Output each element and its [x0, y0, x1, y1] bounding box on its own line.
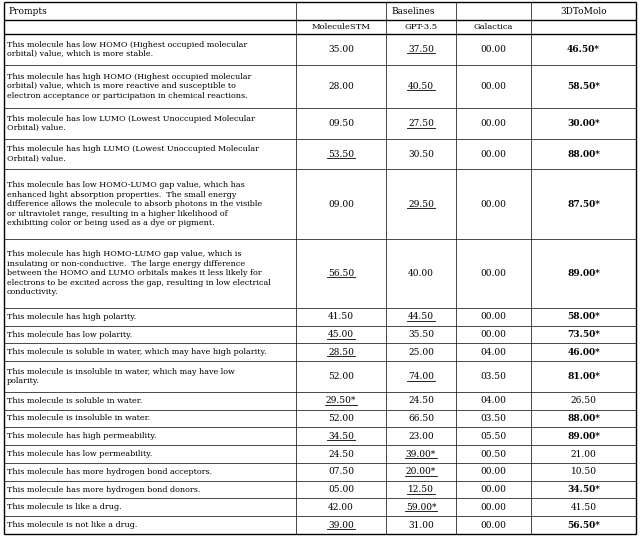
- Text: 52.00: 52.00: [328, 372, 354, 381]
- Text: 00.50: 00.50: [481, 450, 506, 458]
- Text: 04.00: 04.00: [481, 396, 506, 405]
- Text: 46.50*: 46.50*: [567, 45, 600, 54]
- Text: This molecule is insoluble in water, which may have low
polarity.: This molecule is insoluble in water, whi…: [7, 368, 235, 385]
- Text: 59.00*: 59.00*: [406, 503, 436, 512]
- Text: 3DToMolo: 3DToMolo: [560, 6, 607, 16]
- Text: This molecule has low HOMO (Highest occupied molecular
orbital) value, which is : This molecule has low HOMO (Highest occu…: [7, 41, 247, 58]
- Text: 03.50: 03.50: [481, 372, 506, 381]
- Text: 00.00: 00.00: [481, 269, 506, 278]
- Text: 00.00: 00.00: [481, 485, 506, 494]
- Text: 10.50: 10.50: [570, 467, 596, 477]
- Text: 09.50: 09.50: [328, 119, 354, 128]
- Text: 30.00*: 30.00*: [567, 119, 600, 128]
- Text: 89.00*: 89.00*: [567, 269, 600, 278]
- Text: 42.00: 42.00: [328, 503, 354, 512]
- Text: This molecule has low HOMO-LUMO gap value, which has
enhanced light absorption p: This molecule has low HOMO-LUMO gap valu…: [7, 181, 262, 227]
- Text: 00.00: 00.00: [481, 119, 506, 128]
- Text: 34.50: 34.50: [328, 432, 354, 441]
- Text: 12.50: 12.50: [408, 485, 434, 494]
- Text: 28.50: 28.50: [328, 348, 354, 357]
- Text: 39.00: 39.00: [328, 520, 354, 530]
- Text: 29.50: 29.50: [408, 199, 434, 209]
- Text: 45.00: 45.00: [328, 330, 354, 339]
- Text: 40.00: 40.00: [408, 269, 434, 278]
- Text: 44.50: 44.50: [408, 312, 434, 321]
- Text: 04.00: 04.00: [481, 348, 506, 357]
- Text: 20.00*: 20.00*: [406, 467, 436, 477]
- Text: 00.00: 00.00: [481, 520, 506, 530]
- Text: 07.50: 07.50: [328, 467, 354, 477]
- Text: 52.00: 52.00: [328, 414, 354, 423]
- Text: 00.00: 00.00: [481, 199, 506, 209]
- Text: 56.50: 56.50: [328, 269, 354, 278]
- Text: 24.50: 24.50: [408, 396, 434, 405]
- Text: 05.00: 05.00: [328, 485, 354, 494]
- Text: 03.50: 03.50: [481, 414, 506, 423]
- Text: 73.50*: 73.50*: [567, 330, 600, 339]
- Text: 30.50: 30.50: [408, 150, 434, 159]
- Text: 37.50: 37.50: [408, 45, 434, 54]
- Text: 88.00*: 88.00*: [567, 150, 600, 159]
- Text: This molecule has high permeability.: This molecule has high permeability.: [7, 432, 156, 440]
- Text: 34.50*: 34.50*: [567, 485, 600, 494]
- Text: 26.50: 26.50: [571, 396, 596, 405]
- Text: Baselines: Baselines: [392, 6, 435, 16]
- Text: 00.00: 00.00: [481, 150, 506, 159]
- Text: 74.00: 74.00: [408, 372, 434, 381]
- Text: This molecule has high LUMO (Lowest Unoccupied Molecular
Orbital) value.: This molecule has high LUMO (Lowest Unoc…: [7, 145, 259, 163]
- Text: 41.50: 41.50: [570, 503, 596, 512]
- Text: 25.00: 25.00: [408, 348, 434, 357]
- Text: 00.00: 00.00: [481, 467, 506, 477]
- Text: This molecule is insoluble in water.: This molecule is insoluble in water.: [7, 414, 150, 422]
- Text: 35.50: 35.50: [408, 330, 434, 339]
- Text: 53.50: 53.50: [328, 150, 354, 159]
- Text: MoleculeSTM: MoleculeSTM: [312, 23, 371, 31]
- Text: 29.50*: 29.50*: [326, 396, 356, 405]
- Text: 24.50: 24.50: [328, 450, 354, 458]
- Text: This molecule has low permeability.: This molecule has low permeability.: [7, 450, 152, 458]
- Text: This molecule is not like a drug.: This molecule is not like a drug.: [7, 521, 138, 529]
- Text: This molecule has high polarity.: This molecule has high polarity.: [7, 313, 136, 321]
- Text: This molecule is soluble in water.: This molecule is soluble in water.: [7, 397, 142, 405]
- Text: Prompts: Prompts: [8, 6, 47, 16]
- Text: 00.00: 00.00: [481, 82, 506, 91]
- Text: This molecule has more hydrogen bond acceptors.: This molecule has more hydrogen bond acc…: [7, 468, 212, 476]
- Text: 27.50: 27.50: [408, 119, 434, 128]
- Text: 81.00*: 81.00*: [567, 372, 600, 381]
- Text: Galactica: Galactica: [474, 23, 513, 31]
- Text: 41.50: 41.50: [328, 312, 354, 321]
- Text: 35.00: 35.00: [328, 45, 354, 54]
- Text: This molecule has low polarity.: This molecule has low polarity.: [7, 331, 132, 339]
- Text: This molecule has low LUMO (Lowest Unoccupied Molecular
Orbital) value.: This molecule has low LUMO (Lowest Unocc…: [7, 115, 255, 132]
- Text: 58.50*: 58.50*: [567, 82, 600, 91]
- Text: 88.00*: 88.00*: [567, 414, 600, 423]
- Text: 46.00*: 46.00*: [567, 348, 600, 357]
- Text: 21.00: 21.00: [571, 450, 596, 458]
- Text: 00.00: 00.00: [481, 503, 506, 512]
- Text: 87.50*: 87.50*: [567, 199, 600, 209]
- Text: 00.00: 00.00: [481, 45, 506, 54]
- Text: 09.00: 09.00: [328, 199, 354, 209]
- Text: 00.00: 00.00: [481, 312, 506, 321]
- Text: 58.00*: 58.00*: [567, 312, 600, 321]
- Text: 28.00: 28.00: [328, 82, 354, 91]
- Text: This molecule has more hydrogen bond donors.: This molecule has more hydrogen bond don…: [7, 486, 200, 494]
- Text: 00.00: 00.00: [481, 330, 506, 339]
- Text: This molecule has high HOMO-LUMO gap value, which is
insulating or non-conductiv: This molecule has high HOMO-LUMO gap val…: [7, 250, 271, 296]
- Text: 66.50: 66.50: [408, 414, 434, 423]
- Text: This molecule has high HOMO (Highest occupied molecular
orbital) value, which is: This molecule has high HOMO (Highest occ…: [7, 73, 252, 100]
- Text: 89.00*: 89.00*: [567, 432, 600, 441]
- Text: 31.00: 31.00: [408, 520, 434, 530]
- Text: This molecule is like a drug.: This molecule is like a drug.: [7, 503, 122, 511]
- Text: 23.00: 23.00: [408, 432, 434, 441]
- Text: 39.00*: 39.00*: [406, 450, 436, 458]
- Text: 56.50*: 56.50*: [567, 520, 600, 530]
- Text: 40.50: 40.50: [408, 82, 434, 91]
- Text: This molecule is soluble in water, which may have high polarity.: This molecule is soluble in water, which…: [7, 348, 266, 356]
- Text: 05.50: 05.50: [481, 432, 507, 441]
- Text: GPT-3.5: GPT-3.5: [404, 23, 438, 31]
